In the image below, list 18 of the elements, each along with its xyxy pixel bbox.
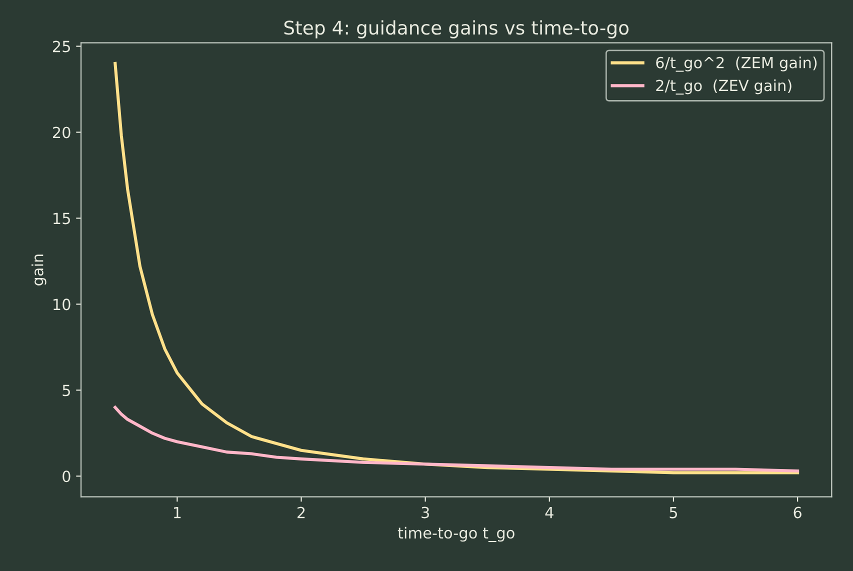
legend-label: 2/t_go (ZEV gain) — [656, 79, 792, 95]
y-tick-label: 25 — [52, 40, 70, 52]
x-tick-label: 4 — [545, 506, 554, 518]
y-tick-label: 20 — [52, 126, 70, 138]
y-tick-label: 15 — [54, 212, 70, 224]
y-axis-title: gain — [32, 254, 46, 286]
x-axis-title: time-to-go t_go — [398, 526, 514, 542]
x-tick-label: 5 — [670, 506, 678, 518]
x-tick-label: 2 — [298, 506, 305, 518]
y-tick-label: 10 — [54, 298, 70, 310]
x-tick-label: 1 — [174, 506, 181, 518]
x-tick-label: 3 — [422, 506, 429, 518]
line-series — [114, 406, 800, 473]
legend-label: 6/t_go^2 (ZEM gain) — [656, 56, 817, 72]
chart-title: Step 4: guidance gains vs time-to-go — [284, 20, 629, 38]
x-tick-label: 6 — [794, 506, 802, 518]
y-tick-label: 0 — [62, 470, 70, 482]
y-tick-label: 5 — [62, 384, 70, 396]
